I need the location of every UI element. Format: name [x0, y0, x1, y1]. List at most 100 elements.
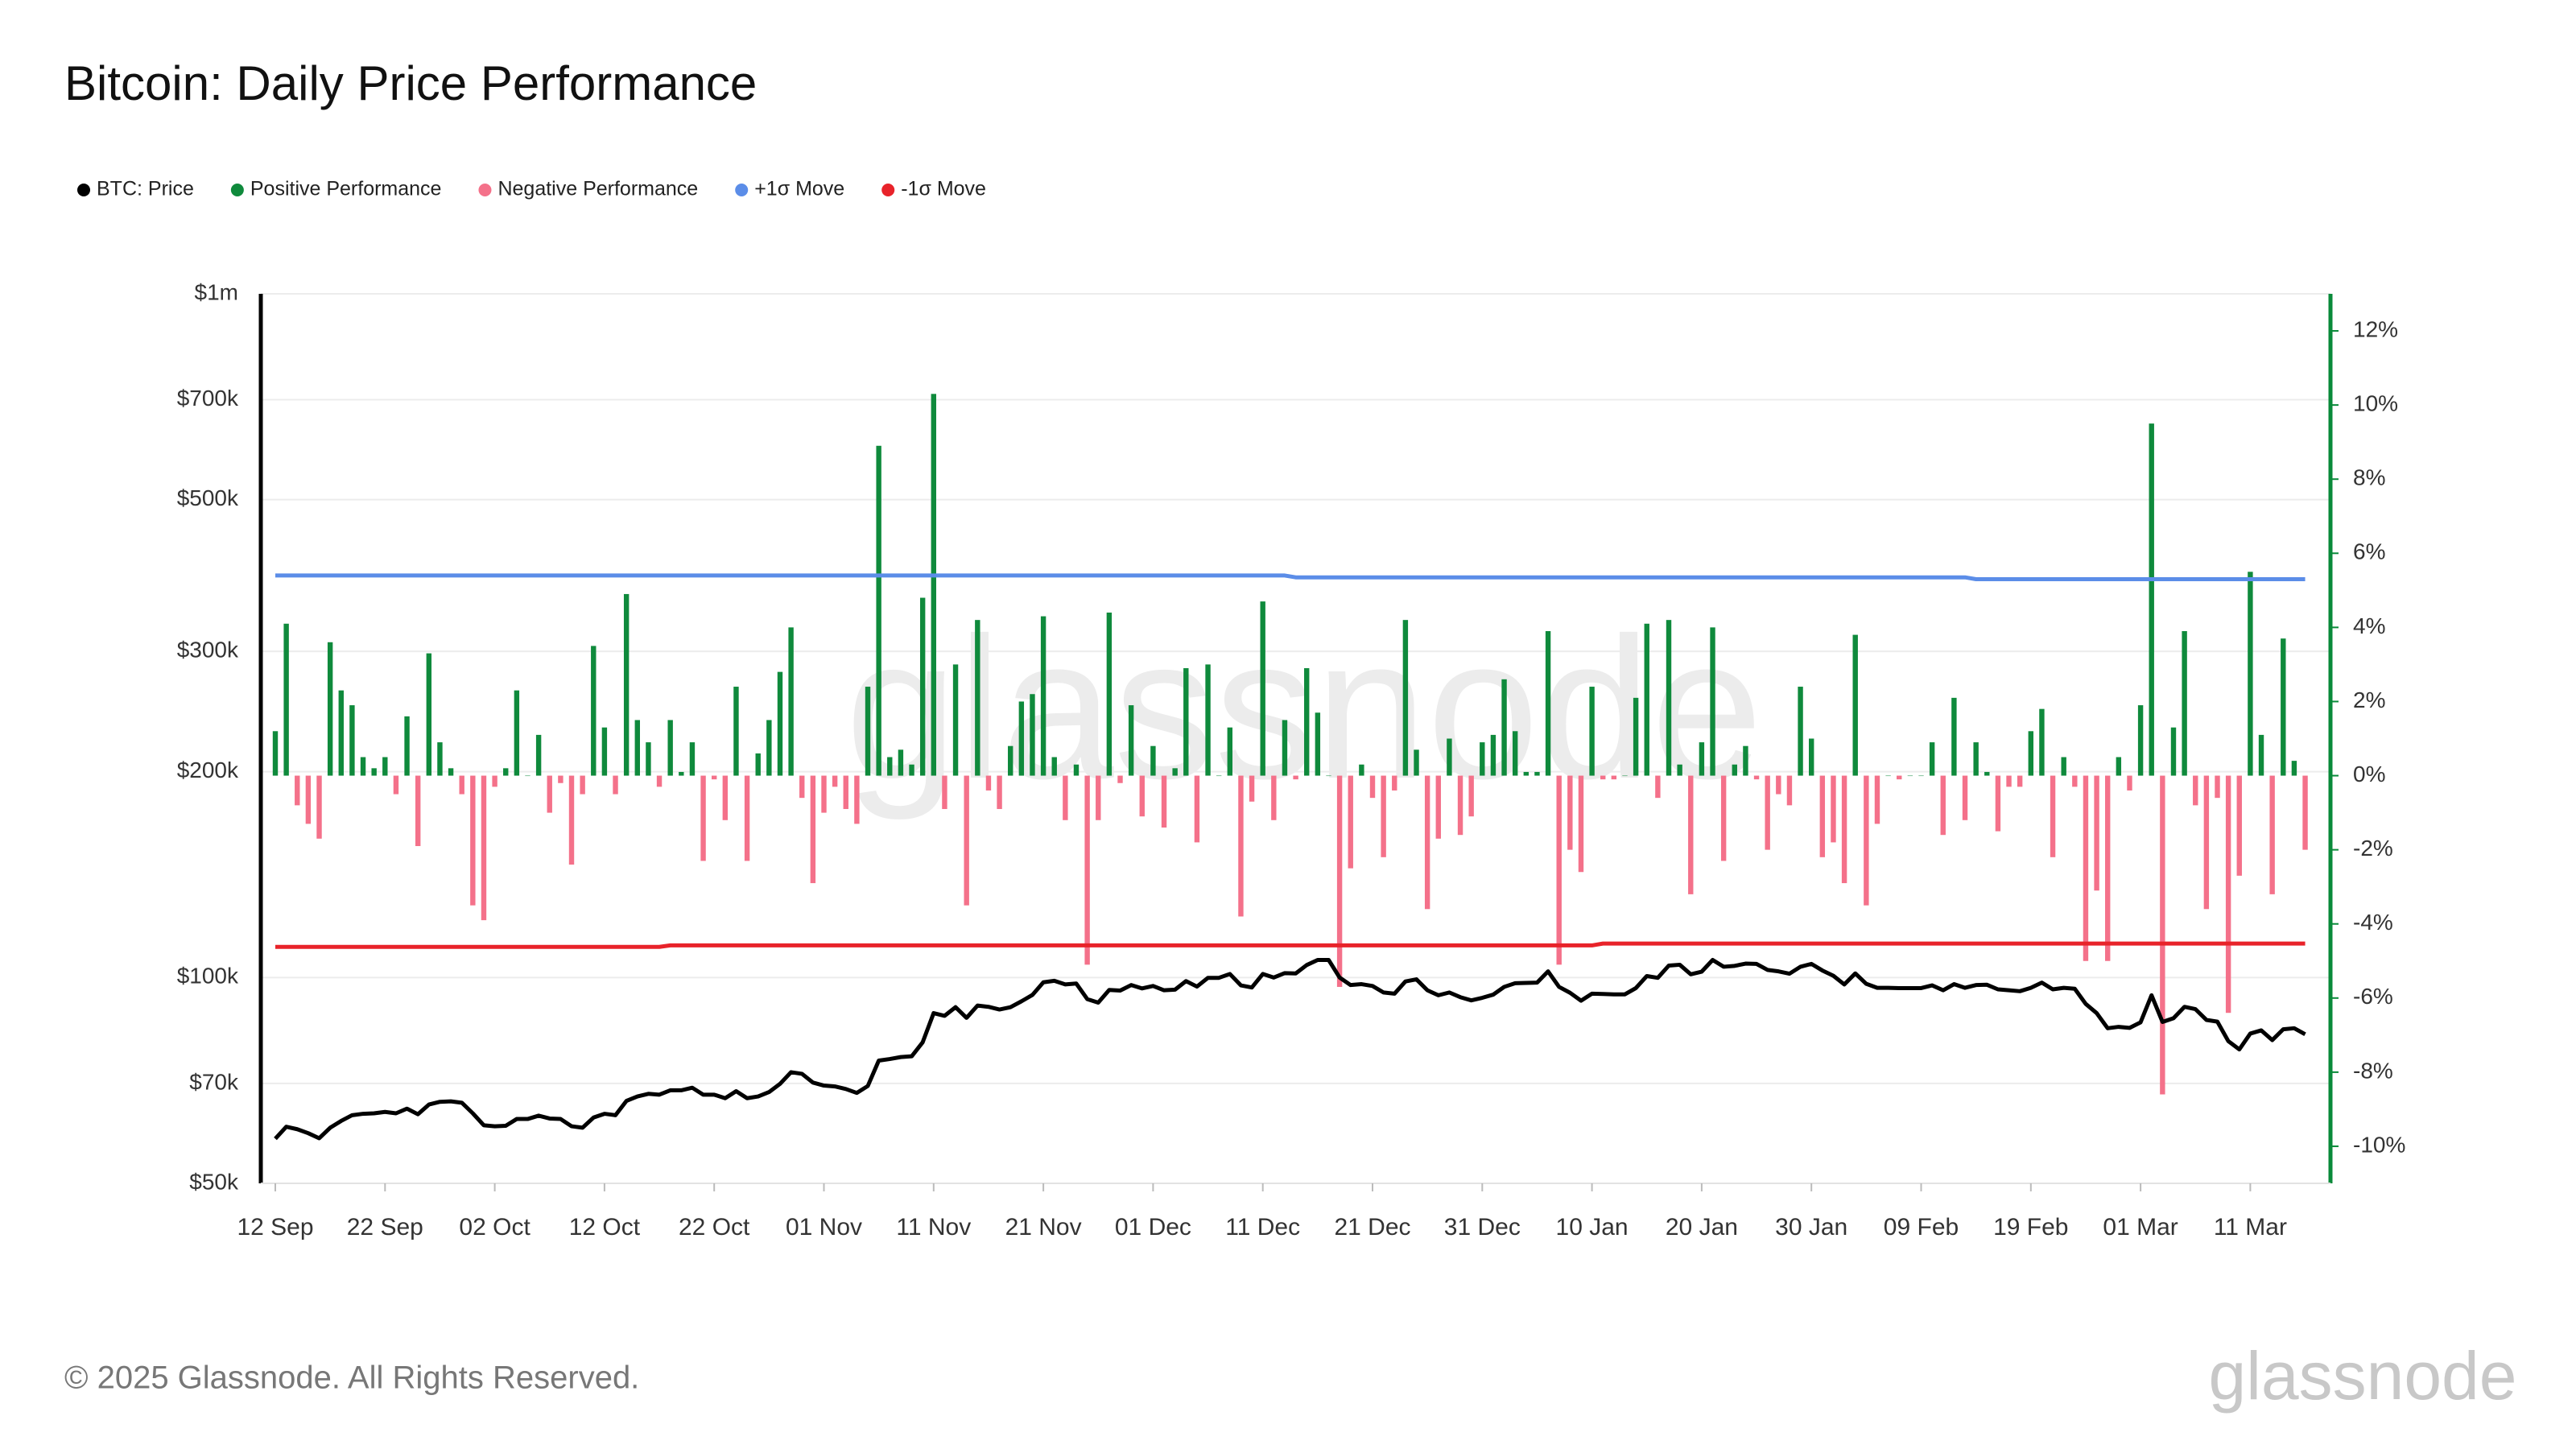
bar: [1414, 749, 1419, 776]
y2-tick-label: -10%: [2353, 1132, 2405, 1157]
bar: [283, 623, 289, 776]
y2-tick-label: -8%: [2353, 1058, 2393, 1083]
bar: [843, 775, 848, 809]
bar: [1260, 601, 1265, 776]
bar: [1677, 764, 1682, 776]
legend-label: Negative Performance: [497, 178, 698, 200]
bar: [591, 646, 597, 776]
bar: [1249, 775, 1255, 802]
bar: [2116, 757, 2122, 776]
bar: [1216, 775, 1222, 777]
bar: [722, 775, 729, 820]
bar: [1611, 775, 1617, 780]
bar: [1315, 712, 1321, 776]
bar: [2160, 775, 2165, 1095]
bar: [876, 445, 881, 776]
bar: [1720, 775, 1727, 861]
bar: [898, 749, 904, 776]
bar: [1227, 727, 1233, 776]
bar: [1018, 701, 1025, 776]
y-tick-label: $300k: [177, 637, 239, 662]
bar: [1392, 775, 1397, 791]
bar: [547, 775, 552, 813]
bar: [503, 768, 509, 776]
bar: [634, 720, 640, 776]
y2-tick-label: -4%: [2353, 910, 2393, 935]
bar: [404, 716, 410, 776]
bar: [964, 775, 969, 906]
bar: [1183, 668, 1189, 776]
bar: [1633, 697, 1639, 776]
bar: [295, 775, 300, 806]
footer: © 2025 Glassnode. All Rights Reserved.: [64, 1360, 639, 1396]
x-tick-label: 11 Nov: [896, 1214, 971, 1241]
bar: [1753, 775, 1760, 780]
bar: [1084, 775, 1090, 965]
bar: [1809, 738, 1814, 776]
bar: [2061, 757, 2066, 776]
bar: [2105, 775, 2111, 961]
y2-tick-label: 8%: [2353, 465, 2385, 490]
bar: [459, 775, 464, 795]
bar: [1030, 694, 1035, 776]
bar: [2225, 775, 2231, 1013]
bar: [1447, 738, 1452, 776]
bar: [755, 753, 761, 776]
bar: [272, 731, 279, 776]
bar: [1117, 775, 1123, 783]
bar: [1666, 620, 1672, 776]
x-tick-label: 02 Oct: [459, 1214, 530, 1241]
bar: [1874, 775, 1880, 824]
bar: [2127, 775, 2132, 791]
bar: [2258, 734, 2264, 776]
bar: [1852, 634, 1858, 776]
bar: [1468, 775, 1474, 817]
bar: [327, 642, 333, 776]
bar: [426, 653, 432, 776]
logo-text: glassnode: [2209, 1338, 2517, 1414]
bar: [799, 775, 805, 799]
bar: [1402, 620, 1409, 776]
bar: [558, 775, 564, 783]
y2-tick-label: 12%: [2353, 316, 2398, 341]
bar: [2149, 423, 2154, 776]
bar: [1622, 775, 1628, 777]
bar: [305, 775, 312, 824]
bar: [1918, 775, 1924, 777]
bar: [568, 775, 575, 865]
bar: [1699, 742, 1705, 776]
x-tick-label: 09 Feb: [1884, 1214, 1959, 1241]
y-tick-label: $200k: [177, 758, 239, 782]
bar: [2248, 572, 2253, 776]
bar: [1578, 775, 1584, 873]
bar: [1490, 734, 1496, 776]
x-tick-label: 12 Sep: [237, 1214, 313, 1241]
bar: [909, 764, 914, 776]
bar: [689, 742, 696, 776]
bar: [942, 775, 947, 809]
bar: [1798, 687, 1803, 776]
bar: [997, 775, 1002, 809]
bar: [2028, 731, 2033, 776]
y-tick-label: $100k: [177, 964, 239, 989]
bar: [448, 768, 454, 776]
bar: [1995, 775, 2001, 832]
y2-tick-label: 2%: [2353, 687, 2385, 712]
bar: [1369, 775, 1376, 799]
bar: [382, 757, 388, 776]
bar: [1205, 664, 1211, 776]
bar: [2039, 708, 2045, 776]
bar: [2170, 727, 2177, 776]
legend-marker: [230, 184, 244, 196]
y2-tick-label: 6%: [2353, 539, 2385, 564]
bar: [865, 687, 871, 776]
bar: [393, 775, 399, 795]
bar: [1951, 697, 1957, 776]
bar: [1139, 775, 1145, 817]
bar: [2006, 775, 2012, 787]
bar: [2182, 630, 2187, 776]
bar: [2094, 775, 2099, 891]
bar: [1435, 775, 1441, 839]
bar: [2203, 775, 2210, 910]
